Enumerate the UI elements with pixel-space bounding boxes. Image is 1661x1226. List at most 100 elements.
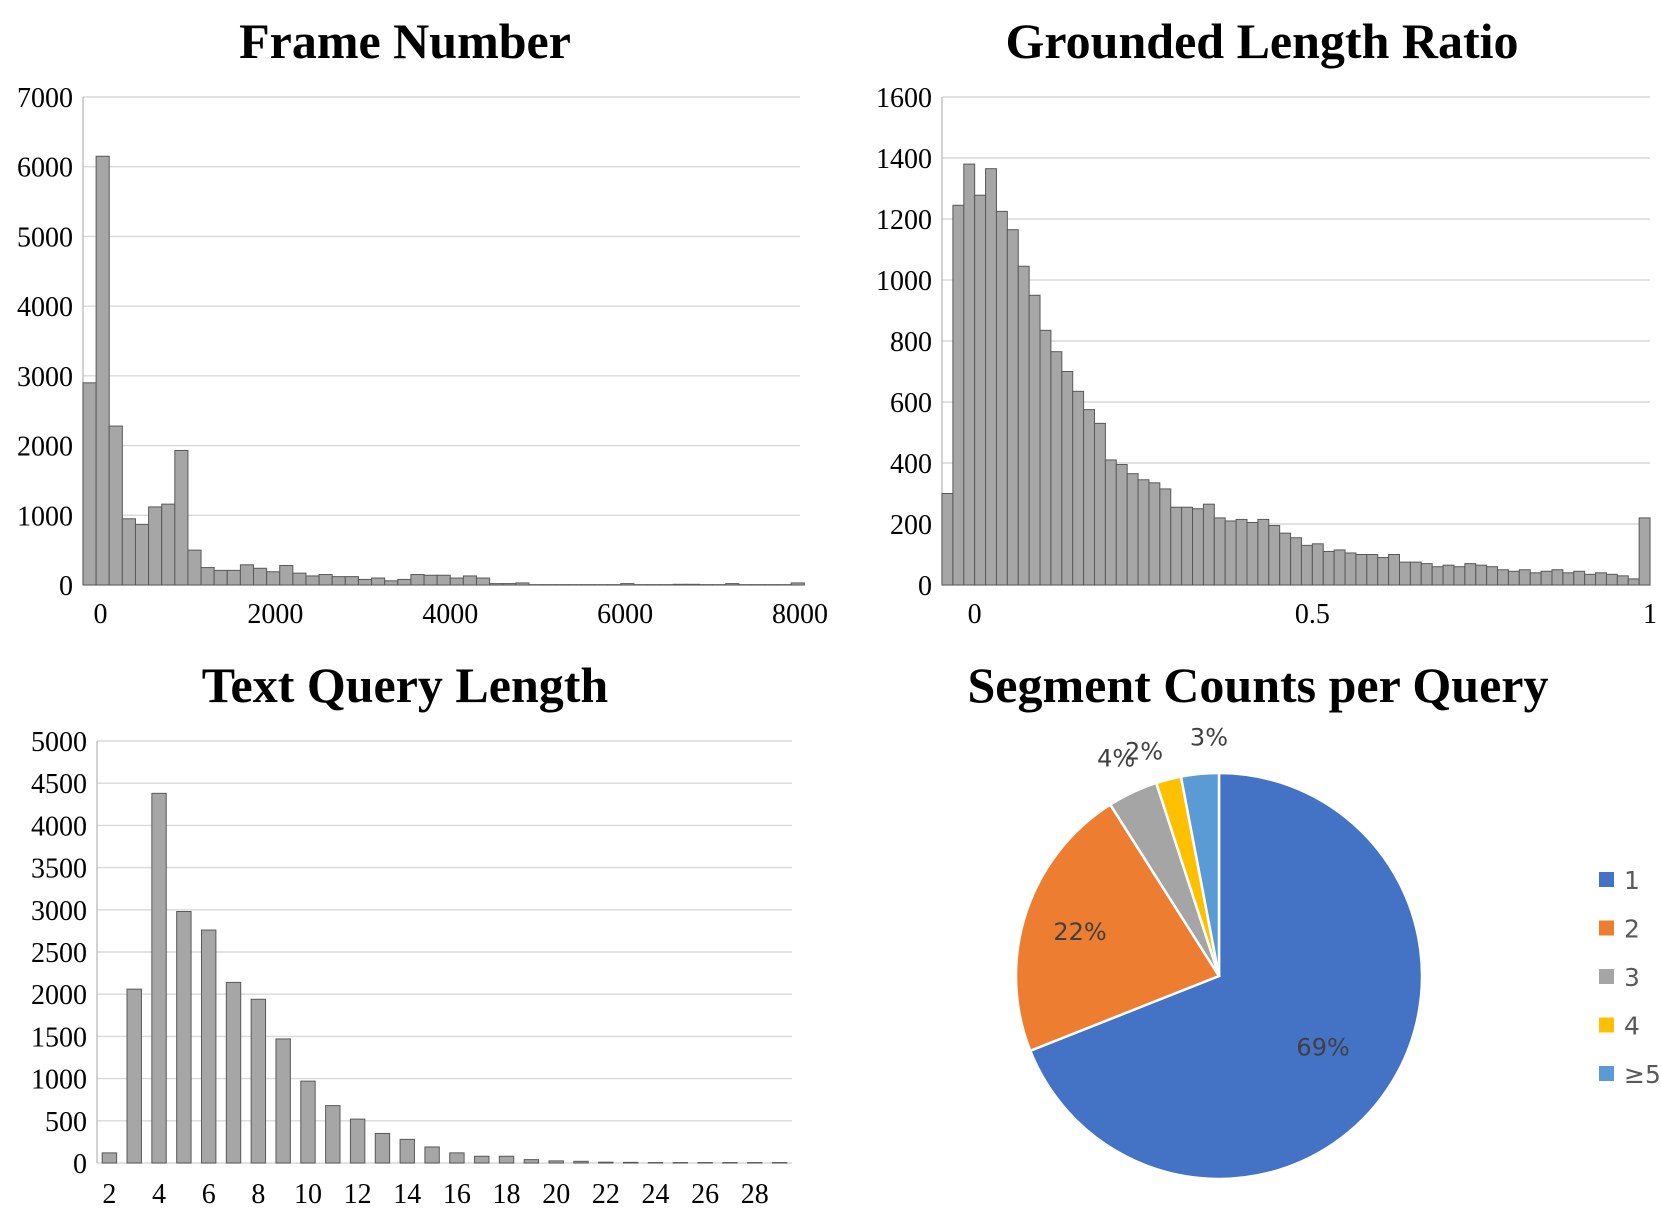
y-tick-label: 400	[890, 449, 932, 480]
histogram-bar	[1246, 521, 1259, 586]
text-query-length-chart: Text Query Length 0 500 1000 1500 2000 2500 30…	[31, 657, 792, 1210]
histogram-bar	[82, 382, 97, 586]
x-tick-label: 0.5	[1295, 599, 1330, 630]
histogram-bar	[1181, 506, 1194, 586]
histogram-bar	[598, 1161, 614, 1164]
legend-swatch-3	[1599, 969, 1614, 984]
legend-swatch-2	[1599, 920, 1614, 936]
y-tick-label: 4000	[31, 811, 87, 842]
frame-number-chart: Frame Number 0 1000 2000 3000 4000 5000 6000 70…	[17, 13, 828, 630]
histogram-bar	[1050, 351, 1063, 586]
histogram-bar	[941, 493, 954, 586]
legend-swatch-4	[1599, 1017, 1614, 1033]
histogram-bar	[357, 578, 373, 586]
y-tick-label: 2000	[31, 980, 87, 1011]
frame-number-x-ticks: 0 2000 4000 6000 8000	[93, 599, 828, 630]
pie-data-labels: 69% 22% 4%2% 3%	[1053, 724, 1349, 1062]
legend-label: 2	[1624, 915, 1640, 944]
segment-counts-chart: Segment Counts per Query 69% 22% 4%2% 3% 1 2…	[967, 657, 1661, 1181]
histogram-bar	[410, 574, 425, 586]
histogram-bar	[384, 580, 399, 586]
histogram-bar	[174, 449, 189, 586]
histogram-bar	[1213, 517, 1226, 586]
histogram-bar	[253, 567, 268, 586]
x-tick-label: 20	[542, 1179, 570, 1210]
histogram-bar	[331, 576, 346, 586]
frame-number-y-ticks: 0 1000 2000 3000 4000 5000 6000 7000	[17, 83, 73, 602]
histogram-bar	[1006, 229, 1019, 586]
histogram-bar	[995, 210, 1008, 586]
histogram-bar	[1104, 459, 1117, 586]
histogram-bar	[1638, 517, 1651, 586]
histogram-bar	[239, 564, 255, 586]
histogram-bar	[1322, 550, 1335, 586]
pie-slice-≥5	[1179, 771, 1221, 977]
histogram-bar	[548, 1160, 564, 1164]
pie-legend: 1 2 3 4 ≥5	[1599, 866, 1661, 1089]
frame-number-title: Frame Number	[239, 13, 571, 69]
histogram-bar	[974, 194, 987, 586]
y-tick-label: 1000	[876, 266, 932, 297]
y-tick-label: 500	[45, 1107, 87, 1138]
y-tick-label: 1000	[17, 501, 73, 532]
histogram-bar	[1464, 563, 1477, 586]
x-tick-label: 2	[102, 1179, 116, 1210]
histogram-bar	[279, 564, 294, 586]
histogram-bar	[1192, 508, 1204, 586]
y-tick-label: 0	[59, 571, 73, 602]
grounded-length-ratio-y-ticks: 0 200 400 600 800 1000 1200 1400 1600	[876, 83, 932, 602]
histogram-bar	[108, 425, 123, 586]
x-tick-label: 28	[741, 1179, 769, 1210]
histogram-bar	[148, 506, 163, 586]
histogram-bar	[1311, 543, 1324, 586]
y-tick-label: 200	[890, 510, 932, 541]
histogram-bar	[1420, 563, 1433, 586]
frame-number-bars	[82, 155, 805, 586]
y-tick-label: 3000	[31, 896, 87, 927]
segment-counts-title: Segment Counts per Query	[967, 657, 1548, 713]
histogram-bar	[1148, 482, 1161, 586]
histogram-bar	[985, 168, 997, 586]
y-tick-label: 6000	[17, 153, 73, 184]
histogram-bar	[126, 988, 142, 1164]
histogram-bar	[515, 582, 530, 586]
x-tick-label: 16	[443, 1179, 471, 1210]
text-query-length-y-ticks: 0 500 1000 1500 2000 2500 3000 3500 4000 4500 5000	[31, 727, 87, 1180]
legend-label: ≥5	[1624, 1060, 1661, 1089]
histogram-bar	[685, 583, 700, 586]
y-tick-label: 2000	[17, 432, 73, 463]
y-tick-label: 1600	[876, 83, 932, 114]
histogram-bar	[672, 583, 687, 586]
histogram-bar	[1017, 265, 1030, 586]
grounded-length-ratio-x-ticks: 0 0.5 1	[968, 599, 1657, 630]
histogram-bar	[489, 583, 504, 586]
histogram-bar	[620, 583, 635, 586]
pie-data-label: 2%	[1125, 738, 1163, 766]
histogram-bar	[1507, 570, 1520, 586]
histogram-bar	[226, 569, 241, 586]
histogram-bar	[1518, 569, 1531, 586]
histogram-bar	[1616, 575, 1629, 586]
histogram-bar	[1170, 506, 1183, 586]
histogram-bar	[502, 583, 517, 586]
histogram-bar	[134, 523, 150, 586]
pie-slice-2	[1014, 802, 1221, 1053]
legend-label: 1	[1624, 866, 1640, 895]
histogram-bar	[1398, 561, 1411, 586]
text-query-length-bars	[101, 792, 788, 1164]
histogram-bar	[1159, 488, 1172, 586]
y-tick-label: 1400	[876, 144, 932, 175]
histogram-bar	[1497, 569, 1509, 586]
histogram-bar	[1290, 537, 1302, 586]
histogram-bar	[1028, 294, 1041, 586]
histogram-bar	[1573, 570, 1586, 586]
y-tick-label: 4500	[31, 769, 87, 800]
histogram-bar	[1115, 464, 1128, 586]
y-tick-label: 4000	[17, 292, 73, 323]
histogram-bar	[523, 1159, 540, 1164]
histogram-bar	[573, 1160, 589, 1164]
histogram-bar	[1540, 570, 1553, 586]
histogram-bar	[1083, 409, 1095, 586]
histogram-bar	[1202, 503, 1215, 586]
histogram-bar	[121, 518, 136, 586]
